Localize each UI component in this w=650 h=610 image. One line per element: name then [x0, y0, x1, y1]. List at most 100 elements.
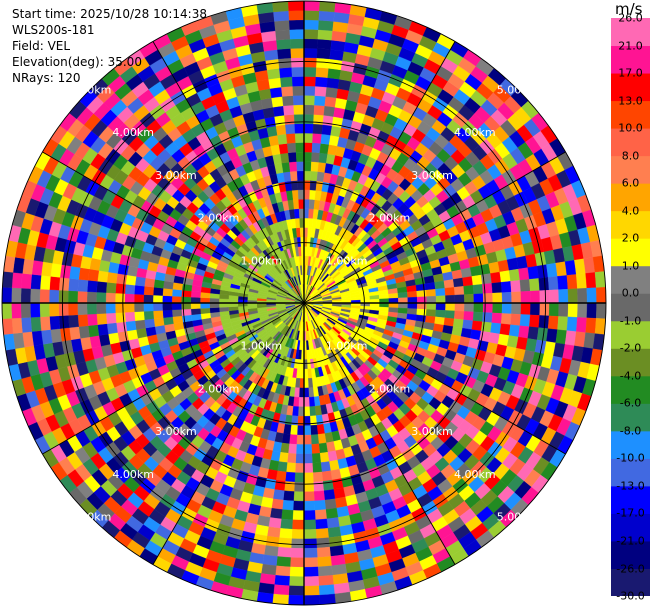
velocity-bin: [330, 554, 346, 566]
velocity-bin: [585, 272, 597, 289]
velocity-bin: [444, 310, 455, 319]
velocity-bin: [297, 415, 305, 426]
velocity-bin: [321, 470, 333, 482]
nrays-value: 120: [57, 71, 81, 85]
velocity-bin: [316, 546, 331, 558]
velocity-bin: [303, 38, 318, 49]
range-ring-label: 2.00km: [369, 212, 411, 225]
velocity-bin: [520, 302, 531, 316]
velocity-bin: [69, 326, 81, 341]
velocity-bin: [303, 547, 318, 558]
range-ring-label: 5.00km: [497, 511, 539, 524]
colorbar-tick: 21.0: [618, 39, 643, 52]
velocity-bin: [262, 554, 278, 566]
velocity-bin: [181, 296, 192, 304]
velocity-bin: [126, 329, 139, 341]
velocity-bin: [290, 38, 305, 49]
velocity-bin: [50, 328, 62, 344]
velocity-bin: [289, 434, 298, 445]
velocity-bin: [538, 277, 550, 291]
velocity-bin: [303, 576, 319, 587]
velocity-bin: [555, 329, 567, 345]
velocity-bin: [143, 294, 154, 304]
velocity-bin: [499, 323, 511, 336]
velocity-bin: [303, 538, 317, 549]
velocity-bin: [527, 265, 539, 280]
velocity-bin: [268, 135, 280, 147]
velocity-bin: [519, 279, 531, 292]
velocity-bin: [508, 268, 521, 282]
velocity-bin: [96, 291, 107, 304]
velocity-bin: [31, 330, 44, 346]
velocity-bin: [277, 546, 292, 558]
velocity-bin: [68, 278, 79, 292]
velocity-bin: [277, 133, 288, 145]
velocity-bin: [273, 10, 290, 22]
range-ring-label: 3.00km: [155, 169, 197, 182]
velocity-bin: [292, 95, 305, 106]
velocity-bin: [273, 584, 290, 596]
velocity-bin: [303, 48, 318, 59]
velocity-bin: [319, 451, 330, 463]
velocity-bin: [271, 96, 284, 108]
velocity-bin: [499, 270, 511, 283]
velocity-bin: [97, 270, 109, 283]
velocity-bin: [557, 275, 569, 290]
range-ring-label: 5.00km: [497, 84, 539, 97]
velocity-bin: [11, 302, 22, 319]
velocity-bin: [548, 289, 559, 304]
velocity-bin: [291, 538, 305, 549]
velocity-bin: [77, 314, 89, 327]
velocity-bin: [1, 302, 12, 319]
velocity-bin: [280, 518, 293, 530]
velocity-bin: [291, 66, 305, 77]
velocity-bin: [311, 152, 320, 163]
velocity-bin: [298, 199, 305, 209]
velocity-bin: [317, 556, 332, 568]
velocity-bin: [200, 307, 211, 315]
velocity-bin: [274, 575, 290, 586]
velocity-bin: [289, 19, 305, 30]
colorbar-tick: 17.0: [618, 66, 643, 80]
velocity-bin: [49, 315, 61, 330]
velocity-bin: [564, 330, 577, 346]
velocity-bin: [315, 518, 328, 530]
colorbar-tick: 8.0: [621, 149, 640, 163]
velocity-bin: [315, 76, 328, 88]
velocity-bin: [462, 319, 474, 330]
velocity-bin: [327, 68, 342, 80]
velocity-bin: [289, 161, 298, 172]
velocity-bin: [279, 528, 293, 539]
velocity-bin: [303, 95, 316, 106]
velocity-bin: [490, 271, 502, 284]
velocity-bin: [288, 10, 305, 21]
velocity-bin: [317, 29, 333, 41]
velocity-bin: [473, 293, 484, 304]
velocity-bin: [303, 529, 317, 540]
velocity-bin: [452, 277, 464, 288]
colorbar-tick: -21.0: [616, 534, 645, 548]
velocity-bin: [266, 125, 278, 138]
velocity-bin: [288, 585, 305, 596]
velocity-bin: [329, 545, 345, 557]
velocity-bin: [303, 434, 312, 445]
velocity-bin: [219, 306, 230, 313]
velocity-bin: [472, 284, 484, 295]
velocity-bin: [272, 489, 285, 501]
velocity-bin: [520, 290, 531, 304]
velocity-bin: [547, 315, 559, 330]
velocity-bin: [308, 387, 315, 398]
velocity-bin: [286, 133, 296, 144]
velocity-bin: [269, 86, 283, 99]
velocity-bin: [307, 377, 314, 388]
field-line: Field: VEL: [12, 38, 70, 55]
velocity-bin: [87, 268, 100, 282]
range-ring-label: 2.00km: [198, 212, 240, 225]
velocity-bin: [538, 315, 550, 329]
velocity-bin: [171, 302, 182, 311]
velocity-bin: [471, 274, 483, 286]
velocity-bin: [190, 296, 201, 304]
velocity-bin: [153, 317, 165, 327]
velocity-bin: [500, 313, 512, 325]
velocity-bin: [39, 289, 50, 304]
